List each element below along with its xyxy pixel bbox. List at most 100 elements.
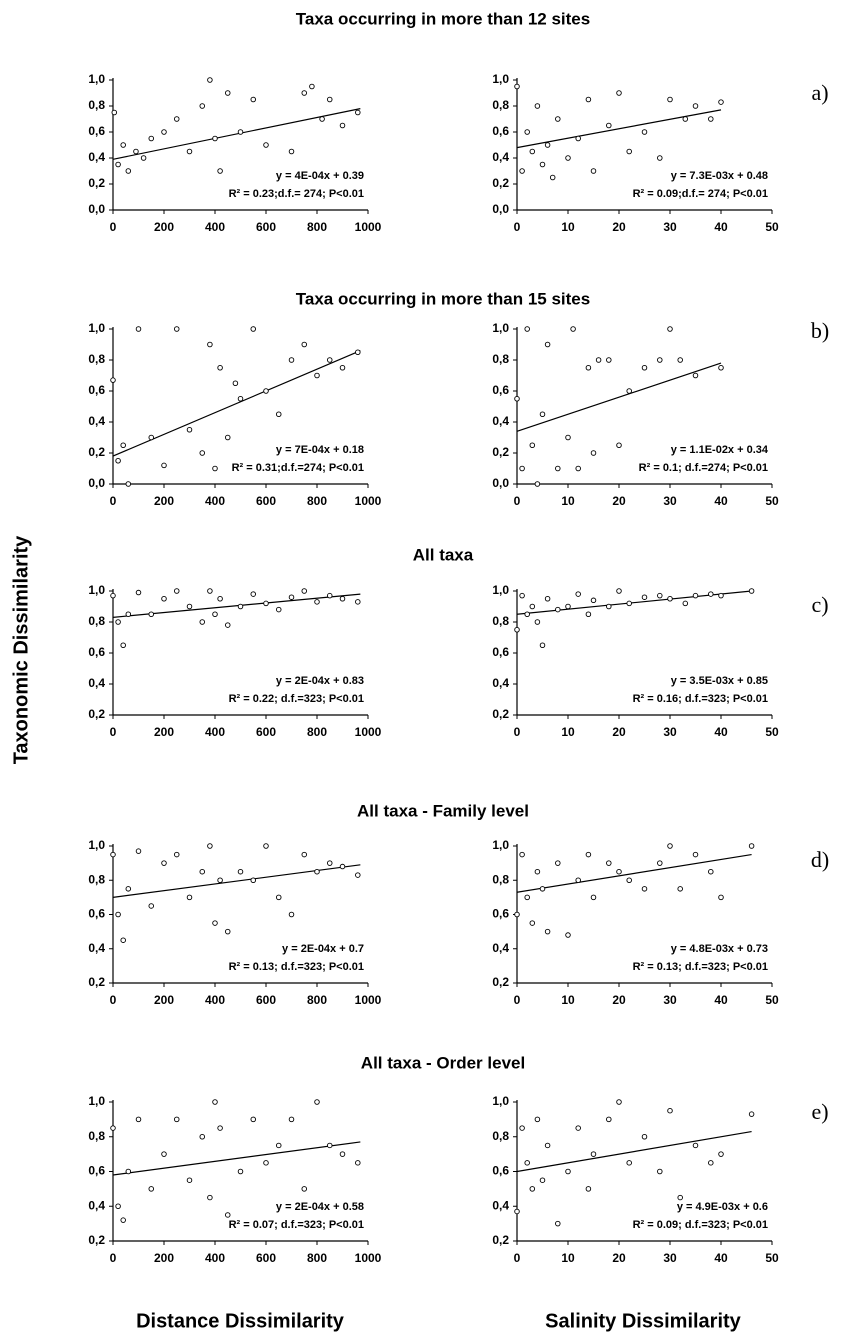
point (626, 1160, 632, 1166)
point (524, 326, 530, 332)
point (339, 1151, 346, 1157)
y-tick-label: 0,2 (492, 445, 509, 459)
point (111, 109, 118, 116)
point (544, 1142, 551, 1149)
point (585, 611, 592, 618)
point (148, 1186, 154, 1192)
point (288, 594, 295, 600)
point (539, 642, 546, 649)
point (314, 599, 320, 605)
point (224, 90, 231, 96)
y-tick-label: 0,0 (88, 202, 105, 216)
x-tick-label: 0 (110, 220, 117, 234)
point (529, 442, 536, 449)
point (115, 458, 121, 464)
y-tick-label: 1,0 (88, 1094, 105, 1108)
point (276, 411, 282, 418)
point (590, 168, 597, 174)
point (115, 619, 121, 625)
point (161, 860, 167, 866)
point (657, 357, 663, 363)
x-tick-label: 30 (663, 1251, 677, 1265)
x-tick-label: 1000 (355, 993, 382, 1007)
annotation: R² = 0.13; d.f.=323; P<0.01 (633, 961, 768, 973)
point (224, 622, 231, 628)
y-tick-label: 0,8 (492, 352, 509, 366)
point (217, 877, 223, 884)
annotation: y = 4.9E-03x + 0.6 (677, 1201, 768, 1213)
point (250, 1116, 256, 1123)
point (212, 611, 218, 618)
point (667, 96, 673, 103)
annotation: y = 2E-04x + 0.83 (276, 675, 364, 687)
point (519, 465, 525, 472)
x-tick-label: 40 (714, 725, 728, 739)
point (212, 465, 218, 472)
point (555, 1220, 561, 1227)
x-tick-label: 600 (256, 1251, 276, 1265)
point (590, 597, 597, 604)
y-tick-label: 1,0 (492, 583, 509, 597)
trend-line (112, 593, 361, 618)
point (319, 116, 325, 122)
x-tick-label: 0 (514, 993, 521, 1007)
y-tick-label: 0,8 (492, 614, 509, 628)
y-tick-label: 0,2 (492, 707, 509, 721)
point (718, 365, 724, 371)
y-tick-label: 0,8 (88, 872, 105, 886)
point (708, 591, 714, 597)
x-tick-label: 1000 (355, 494, 382, 508)
y-tick-label: 1,0 (88, 583, 105, 597)
point (263, 388, 269, 394)
point (237, 868, 244, 875)
x-tick-label: 50 (765, 220, 779, 234)
y-tick-label: 0,4 (88, 676, 105, 690)
x-axis-title: Salinity Dissimilarity (545, 1310, 742, 1332)
point (207, 1194, 213, 1201)
point (626, 388, 632, 394)
y-tick-label: 0,4 (88, 150, 105, 164)
point (616, 588, 622, 594)
point (173, 326, 180, 332)
y-tick-label: 0,6 (88, 383, 105, 397)
y-tick-label: 0,2 (88, 445, 105, 459)
point (327, 1142, 333, 1149)
point (514, 911, 520, 918)
x-tick-label: 10 (561, 494, 575, 508)
point (585, 365, 592, 371)
annotation: y = 4.8E-03x + 0.73 (671, 943, 768, 955)
point (148, 135, 154, 142)
point (288, 911, 295, 918)
point (110, 592, 116, 599)
x-tick-label: 20 (612, 725, 626, 739)
point (565, 155, 571, 161)
x-tick-label: 30 (663, 993, 677, 1007)
x-tick-label: 400 (205, 993, 225, 1007)
y-tick-label: 1,0 (88, 838, 105, 852)
x-tick-label: 0 (110, 1251, 117, 1265)
point (314, 372, 320, 379)
point (748, 1111, 755, 1117)
point (263, 600, 269, 607)
point (327, 860, 333, 866)
point (549, 174, 556, 181)
point (199, 450, 205, 456)
point (565, 434, 571, 441)
x-tick-label: 30 (663, 494, 677, 508)
x-tick-label: 30 (663, 725, 677, 739)
row-title: All taxa - Order level (361, 1053, 525, 1072)
point (301, 1186, 308, 1192)
x-tick-label: 0 (514, 220, 521, 234)
point (514, 83, 520, 90)
point (199, 1133, 205, 1140)
point (288, 357, 295, 363)
y-tick-label: 0,4 (492, 414, 509, 428)
y-tick-label: 0,8 (88, 98, 105, 112)
point (529, 148, 536, 155)
point (529, 1186, 536, 1192)
point (288, 1116, 295, 1123)
point (276, 606, 282, 613)
point (524, 611, 530, 618)
point (355, 349, 361, 356)
point (555, 116, 561, 122)
